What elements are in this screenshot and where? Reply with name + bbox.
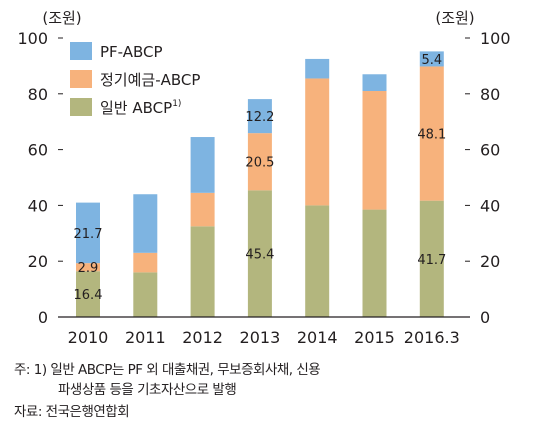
y-right-tick-label: 20 <box>480 252 500 271</box>
bar-pf-abcp-2013 <box>247 99 272 134</box>
y-axis-right: 0 20 40 60 80 100 <box>465 29 511 327</box>
data-label-pf-abcp-2016-3: 5.4 <box>421 53 442 68</box>
bar-정기예금-abcp-2014 <box>305 78 330 206</box>
data-label-정기예금-abcp-2010: 2.9 <box>78 261 99 276</box>
x-axis: 2010 2011 2012 2013 2014 2015 2016.3 <box>68 328 460 347</box>
footnote-continued: 파생상품 등을 기초자산으로 발행 <box>14 378 237 398</box>
y-left-tick-label: 80 <box>28 85 48 104</box>
y-left-tick-label: 20 <box>28 252 48 271</box>
footnote: 주: 1) 일반 ABCP는 PF 외 대출채권, 무보증회사채, 신용 <box>14 358 321 378</box>
bars-layer <box>76 51 444 317</box>
data-label-정기예금-abcp-2013: 20.5 <box>245 156 274 171</box>
y-axis-left-unit: (조원) <box>42 9 81 27</box>
legend: PF-ABCP 정기예금-ABCP 일반 ABCP1) <box>70 42 200 117</box>
bar-정기예금-abcp-2011 <box>133 252 158 273</box>
data-label-pf-abcp-2010: 21.7 <box>74 227 103 242</box>
y-right-tick-label: 0 <box>480 308 490 327</box>
y-left-tick-label: 60 <box>28 141 48 160</box>
bar-pf-abcp-2012 <box>190 137 215 193</box>
data-label-일반-abcp-2010: 16.4 <box>74 288 103 303</box>
bar-일반-abcp-2010 <box>76 271 100 317</box>
bar-일반-abcp-2012 <box>190 226 215 317</box>
legend-label-pf-abcp: PF-ABCP <box>100 43 163 61</box>
legend-footnote-marker: 1) <box>172 99 181 109</box>
y-axis-right-unit: (조원) <box>435 9 474 27</box>
data-label-pf-abcp-2013: 12.2 <box>245 110 274 125</box>
legend-label-정기예금-abcp: 정기예금-ABCP <box>100 71 200 89</box>
footnote-line-1: 일반 ABCP는 PF 외 대출채권, 무보증회사채, 신용 <box>50 362 321 378</box>
bar-일반-abcp-2013 <box>247 190 272 317</box>
bar-정기예금-abcp-2016-3 <box>419 66 444 201</box>
footnote-line-2: 파생상품 등을 기초자산으로 발행 <box>58 382 237 398</box>
bar-pf-abcp-2016-3 <box>419 51 444 67</box>
legend-swatch-정기예금-abcp <box>70 70 92 88</box>
data-labels-layer: 16.4 2.9 21.7 45.4 20.5 12.2 41.7 48.1 5.4 <box>74 53 447 303</box>
x-tick-label-2013: 2013 <box>240 328 281 347</box>
y-left-tick-label: 40 <box>28 196 48 215</box>
bar-pf-abcp-2014 <box>305 58 330 79</box>
bar-일반-abcp-2016-3 <box>419 200 444 317</box>
x-tick-label-2014: 2014 <box>297 328 338 347</box>
bar-정기예금-abcp-2010 <box>76 263 100 272</box>
bar-정기예금-abcp-2015 <box>362 91 387 210</box>
x-tick-label-2016-3: 2016.3 <box>404 328 460 347</box>
bar-일반-abcp-2014 <box>305 205 330 317</box>
stacked-bar-chart: 16.4 2.9 21.7 45.4 20.5 12.2 41.7 48.1 5.4 0 20 40… <box>17 9 511 347</box>
y-right-tick-label: 40 <box>480 196 500 215</box>
source-note: 자료: 전국은행연합회 <box>14 400 130 420</box>
x-tick-label-2012: 2012 <box>182 328 223 347</box>
legend-label-일반-abcp: 일반 ABCP1) <box>100 99 181 117</box>
legend-swatch-일반-abcp <box>70 98 92 116</box>
y-left-tick-label: 0 <box>38 308 48 327</box>
x-tick-label-2011: 2011 <box>125 328 166 347</box>
data-label-정기예금-abcp-2016-3: 48.1 <box>417 128 446 143</box>
y-left-tick-label: 100 <box>17 29 48 48</box>
y-axis-left: 0 20 40 60 80 100 <box>17 29 63 327</box>
bar-정기예금-abcp-2012 <box>190 192 215 227</box>
bar-pf-abcp-2011 <box>133 194 158 253</box>
bar-일반-abcp-2015 <box>362 209 387 317</box>
x-tick-label-2015: 2015 <box>354 328 395 347</box>
bar-pf-abcp-2010 <box>76 202 100 264</box>
source-text: 자료: 전국은행연합회 <box>14 404 130 420</box>
y-right-tick-label: 100 <box>480 29 511 48</box>
legend-swatch-pf-abcp <box>70 42 92 60</box>
data-label-일반-abcp-2013: 45.4 <box>245 248 274 263</box>
bar-정기예금-abcp-2013 <box>247 133 272 191</box>
x-tick-label-2010: 2010 <box>68 328 109 347</box>
y-right-tick-label: 60 <box>480 141 500 160</box>
footnote-prefix: 주: 1) <box>14 362 47 378</box>
bar-일반-abcp-2011 <box>133 272 158 317</box>
bar-pf-abcp-2015 <box>362 74 387 92</box>
y-right-tick-label: 80 <box>480 85 500 104</box>
data-label-일반-abcp-2016-3: 41.7 <box>417 253 446 268</box>
